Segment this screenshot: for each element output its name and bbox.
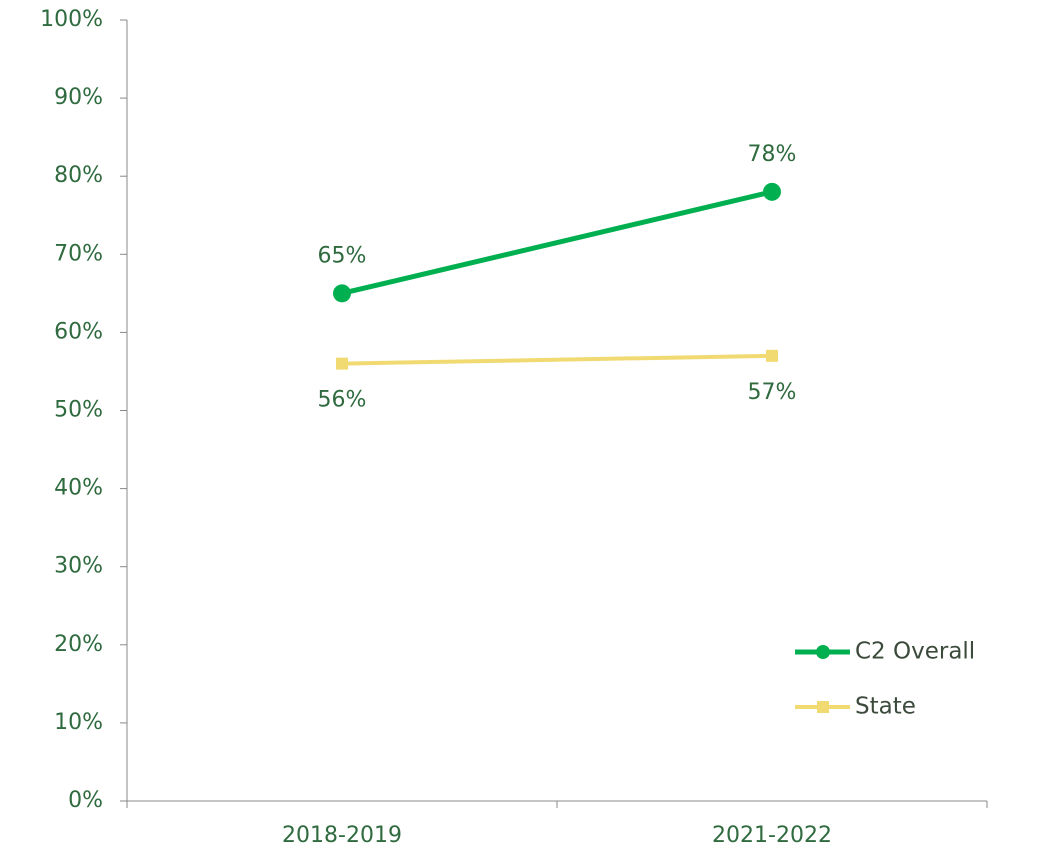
point bbox=[763, 182, 781, 201]
y-tick-label: 10% bbox=[54, 710, 103, 735]
series-line bbox=[341, 353, 773, 366]
series-line bbox=[341, 189, 773, 296]
legend-marker bbox=[817, 701, 829, 713]
data-label: 65% bbox=[318, 243, 367, 268]
y-tick-label: 60% bbox=[54, 319, 103, 344]
y-tick-label: 70% bbox=[54, 241, 103, 266]
legend-label: State bbox=[855, 694, 916, 720]
point bbox=[766, 349, 778, 362]
data-label: 78% bbox=[748, 142, 797, 167]
point bbox=[333, 284, 351, 303]
legend-marker bbox=[816, 645, 830, 659]
x-tick-label: 2021-2022 bbox=[712, 823, 832, 848]
data-label: 57% bbox=[748, 380, 797, 405]
y-tick-label: 80% bbox=[54, 163, 103, 188]
point bbox=[336, 357, 348, 370]
y-tick-label: 90% bbox=[54, 85, 103, 110]
y-tick-label: 50% bbox=[54, 398, 103, 423]
legend-label: C2 Overall bbox=[855, 639, 975, 665]
y-tick-label: 100% bbox=[40, 7, 103, 32]
y-tick-label: 40% bbox=[54, 476, 103, 501]
y-tick-label: 0% bbox=[68, 788, 103, 813]
y-tick-label: 20% bbox=[54, 632, 103, 657]
data-label: 56% bbox=[318, 388, 367, 413]
y-tick-label: 30% bbox=[54, 554, 103, 579]
x-tick-label: 2018-2019 bbox=[282, 823, 402, 848]
